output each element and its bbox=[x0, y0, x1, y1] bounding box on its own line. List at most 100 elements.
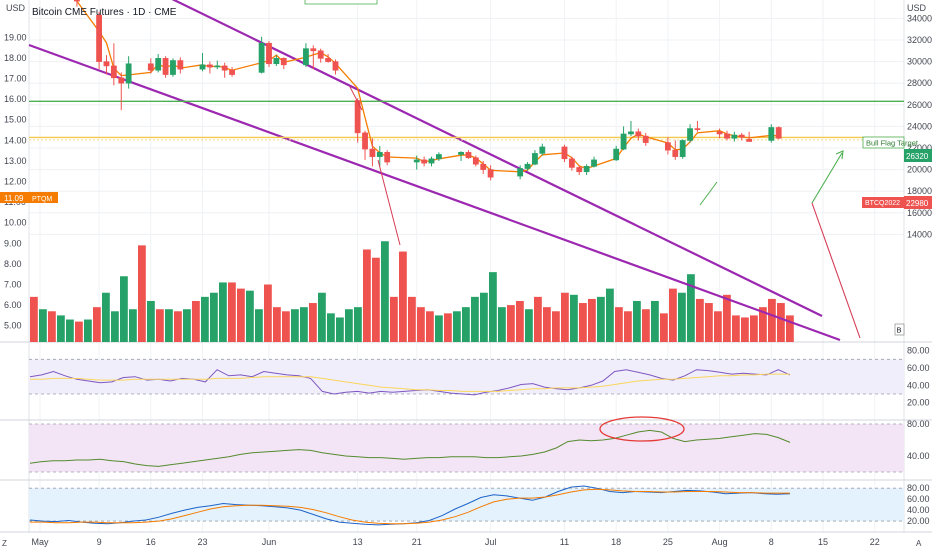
volume-bar bbox=[624, 311, 632, 342]
right-axis-tick: 22000 bbox=[907, 143, 932, 153]
volume-bar bbox=[606, 288, 614, 342]
candle-body bbox=[613, 148, 620, 161]
candle-body bbox=[214, 65, 221, 68]
volume-bar bbox=[588, 298, 596, 342]
moving-average-line bbox=[76, 0, 779, 173]
volume-bar bbox=[39, 309, 47, 342]
volume-bar bbox=[336, 317, 344, 342]
volume-bar bbox=[453, 311, 461, 342]
right-axis-tick: 28000 bbox=[907, 78, 932, 88]
volume-bar bbox=[318, 292, 326, 342]
x-axis-label: 8 bbox=[769, 537, 774, 547]
right-axis-tick: 34000 bbox=[907, 13, 932, 23]
left-axis-tick: 16.00 bbox=[4, 94, 27, 104]
right-small-label: B bbox=[894, 323, 905, 336]
btc-tag-value-bg bbox=[904, 196, 932, 209]
volume-bar bbox=[354, 307, 362, 342]
volume-bar bbox=[768, 298, 776, 342]
x-axis-label: 25 bbox=[663, 537, 673, 547]
candle-body bbox=[664, 142, 671, 151]
candlesticks[interactable] bbox=[74, 0, 782, 181]
candle-body bbox=[480, 163, 487, 170]
volume-bar bbox=[597, 296, 605, 342]
indicator-axis-tick: 80.00 bbox=[907, 483, 930, 493]
btc-tag-value: 22980 bbox=[906, 199, 929, 208]
candle-body bbox=[694, 128, 701, 130]
volume-bar bbox=[84, 319, 92, 342]
x-axis-label: 15 bbox=[818, 537, 828, 547]
volume-bar bbox=[93, 307, 101, 342]
left-axis-tick: 12.00 bbox=[4, 177, 27, 187]
right-axis-tick: 16000 bbox=[907, 208, 932, 218]
ptqm-tag-label: PTQM bbox=[32, 196, 52, 203]
bull-projection-arrowhead bbox=[835, 150, 844, 160]
candle-body bbox=[635, 131, 642, 137]
indicator-axis-tick: 20.00 bbox=[907, 516, 930, 526]
candle-body bbox=[376, 152, 383, 157]
candle-body bbox=[738, 134, 745, 138]
volume-bar bbox=[687, 274, 695, 342]
indicator-axis-tick: 60.00 bbox=[907, 494, 930, 504]
x-axis-label: May bbox=[31, 537, 49, 547]
flag-tag-bg bbox=[904, 149, 932, 162]
flag-price-tag: 26320 bbox=[904, 149, 932, 162]
left-axis-tick: 13.00 bbox=[4, 156, 27, 166]
bottom-right-auto-button[interactable]: A bbox=[916, 539, 922, 548]
left-axis-tick: 18.00 bbox=[4, 53, 27, 63]
candle-body bbox=[716, 131, 723, 135]
volume-bar bbox=[534, 296, 542, 342]
candle-body bbox=[413, 159, 420, 163]
btc-tag-label: BTCQ2022 bbox=[865, 200, 900, 207]
right-axis-tick: 24000 bbox=[907, 121, 932, 131]
candle-body bbox=[170, 60, 176, 75]
volume-bar bbox=[561, 292, 569, 342]
volume-bar bbox=[426, 311, 434, 342]
volume-bar bbox=[102, 292, 110, 342]
candle-body bbox=[465, 152, 472, 159]
left-axis-tick: 8.00 bbox=[4, 259, 22, 269]
candle-body bbox=[435, 154, 442, 160]
candle-body bbox=[221, 65, 228, 71]
volume-bar bbox=[399, 251, 407, 342]
volume-bar bbox=[696, 298, 704, 342]
ptqm-price-tag: 11.09 PTQM bbox=[0, 192, 58, 203]
descending-channel bbox=[28, 0, 841, 342]
x-axis-label: 13 bbox=[353, 537, 363, 547]
candle-body bbox=[155, 58, 162, 71]
small-red-arrow-2 bbox=[377, 159, 401, 246]
candle-body bbox=[207, 64, 213, 68]
indicator-axis-tick: 80.00 bbox=[907, 346, 930, 356]
x-axis-label: 11 bbox=[560, 537, 569, 547]
channel-upper-line bbox=[171, 0, 823, 317]
left-axis-tick: 7.00 bbox=[4, 280, 22, 290]
volume-bar bbox=[669, 288, 677, 342]
candle-body bbox=[458, 152, 464, 155]
x-axis-label: 21 bbox=[412, 537, 422, 547]
candle-body bbox=[199, 64, 206, 70]
volume-bar bbox=[327, 313, 335, 342]
volume-bar bbox=[471, 296, 479, 342]
candle-body bbox=[369, 148, 376, 157]
candle-body bbox=[428, 158, 435, 164]
channel-lower-line bbox=[28, 43, 841, 342]
volume-bar bbox=[552, 311, 560, 342]
volume-bars bbox=[30, 241, 794, 342]
volume-bar bbox=[777, 303, 785, 342]
indicator-axis-tick: 40.00 bbox=[907, 505, 930, 515]
time-axis: May 9 16 23 Jun 13 21 Jul 11 18 25 Aug 8 15 22 bbox=[31, 537, 879, 547]
right-axis-tick: 20000 bbox=[907, 165, 932, 175]
moving-average bbox=[76, 0, 779, 173]
candle-body bbox=[768, 127, 775, 141]
bottom-left-z-button[interactable]: Z bbox=[2, 539, 7, 548]
right-axis-tick: 14000 bbox=[907, 229, 932, 239]
bull-flag-label: Bull Flag Target bbox=[862, 136, 919, 149]
volume-bar bbox=[435, 315, 443, 342]
right-axis-tick: 32000 bbox=[907, 35, 932, 45]
left-axis-tick: 19.00 bbox=[4, 32, 27, 42]
volume-bar bbox=[498, 307, 506, 342]
volume-bar bbox=[48, 311, 56, 342]
left-axis-tick: 15.00 bbox=[4, 115, 27, 125]
projection-arrows bbox=[349, 86, 861, 339]
candle-body bbox=[517, 168, 524, 177]
